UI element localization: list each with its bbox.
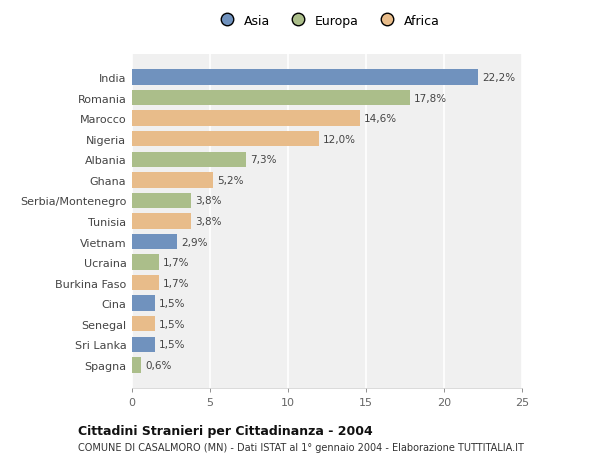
Bar (132, 296, 155, 311)
Bar (132, 132, 319, 147)
Text: COMUNE DI CASALMORO (MN) - Dati ISTAT al 1° gennaio 2004 - Elaborazione TUTTITAL: COMUNE DI CASALMORO (MN) - Dati ISTAT al… (78, 442, 524, 452)
Bar (132, 234, 177, 250)
Text: 0,6%: 0,6% (145, 360, 172, 370)
Bar (132, 358, 142, 373)
Text: 5,2%: 5,2% (217, 175, 244, 185)
Bar (132, 316, 155, 332)
Bar (132, 70, 478, 85)
Bar (132, 214, 191, 229)
Text: 2,9%: 2,9% (181, 237, 208, 247)
Text: 7,3%: 7,3% (250, 155, 276, 165)
Bar (132, 173, 213, 188)
Text: 3,8%: 3,8% (195, 196, 221, 206)
Text: 1,5%: 1,5% (160, 319, 186, 329)
Text: 1,5%: 1,5% (160, 298, 186, 308)
Text: 17,8%: 17,8% (413, 94, 447, 103)
Text: 1,7%: 1,7% (163, 257, 189, 268)
Bar (132, 255, 158, 270)
Bar (132, 91, 410, 106)
Text: Cittadini Stranieri per Cittadinanza - 2004: Cittadini Stranieri per Cittadinanza - 2… (78, 425, 373, 437)
Text: 22,2%: 22,2% (482, 73, 515, 83)
Text: 1,5%: 1,5% (160, 340, 186, 349)
Bar (132, 275, 158, 291)
Bar (132, 152, 246, 168)
Bar (132, 193, 191, 209)
Text: 3,8%: 3,8% (195, 217, 221, 226)
Bar (132, 111, 360, 127)
Text: 14,6%: 14,6% (364, 114, 397, 124)
Text: 1,7%: 1,7% (163, 278, 189, 288)
Legend: Asia, Europa, Africa: Asia, Europa, Africa (214, 15, 440, 28)
Text: 12,0%: 12,0% (323, 134, 356, 145)
Bar (132, 337, 155, 352)
